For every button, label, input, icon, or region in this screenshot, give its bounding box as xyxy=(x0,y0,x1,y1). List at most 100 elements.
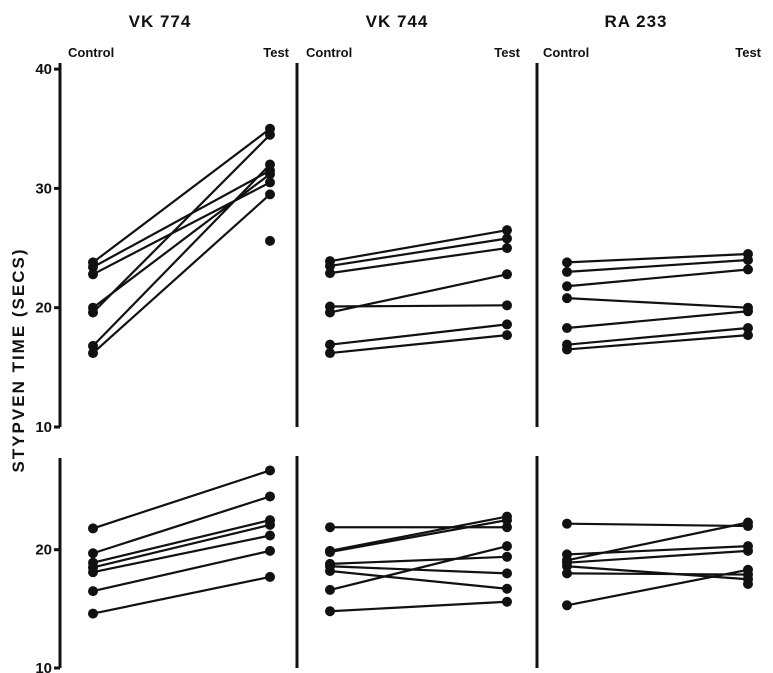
control-point-1-2 xyxy=(325,268,335,279)
subject-line-4-6 xyxy=(329,545,508,591)
control-point-0-6 xyxy=(88,348,98,359)
subject-line-4-7 xyxy=(329,600,508,613)
y-tick-label-upper-40: 40 xyxy=(35,61,52,78)
subject-line-5-4 xyxy=(566,565,749,581)
test-point-1-3 xyxy=(502,300,512,311)
subject-line-3-5 xyxy=(92,549,271,593)
subject-line-1-2 xyxy=(329,246,508,275)
test-point-1-0 xyxy=(502,225,512,236)
subject-line-1-1 xyxy=(329,237,508,268)
control-label-3: Control xyxy=(543,45,589,60)
control-point-4-2 xyxy=(325,547,335,558)
control-point-4-7 xyxy=(325,606,335,617)
test-point-5-6 xyxy=(743,564,753,575)
control-point-0-1 xyxy=(88,262,98,273)
control-label-2: Control xyxy=(306,45,352,60)
panel-title-ra233: RA 233 xyxy=(604,12,667,31)
control-point-0-2 xyxy=(88,269,98,280)
control-point-1-1 xyxy=(325,260,335,271)
subject-line-3-6 xyxy=(92,575,271,615)
test-point-5-2 xyxy=(743,517,753,528)
subject-line-0-1 xyxy=(92,169,271,269)
subject-line-2-4 xyxy=(566,310,749,330)
control-point-5-6 xyxy=(562,600,572,611)
test-point-2-1 xyxy=(743,254,753,265)
test-point-0-5 xyxy=(265,159,275,170)
subject-line-1-6 xyxy=(329,334,508,355)
test-point-0-3 xyxy=(265,169,275,180)
test-point-5-3 xyxy=(743,545,753,556)
subject-line-3-0 xyxy=(92,469,271,530)
subject-line-0-2 xyxy=(92,181,271,276)
y-tick-label-upper-30: 30 xyxy=(35,180,52,197)
control-point-2-3 xyxy=(562,293,572,304)
subject-line-2-0 xyxy=(566,252,749,264)
subject-line-1-4 xyxy=(329,273,508,314)
subject-line-5-0 xyxy=(566,522,749,528)
panel-title-vk774: VK 774 xyxy=(129,12,192,31)
y-tick-label-upper-20: 20 xyxy=(35,300,52,317)
test-point-4-6 xyxy=(502,541,512,552)
subject-line-5-2 xyxy=(566,521,749,562)
control-point-3-5 xyxy=(88,586,98,597)
test-point-2-5 xyxy=(743,322,753,333)
subject-line-2-6 xyxy=(566,334,749,351)
test-point-0-4 xyxy=(265,129,275,140)
y-axis-title: STYPVEN TIME (SECS) xyxy=(9,247,28,472)
subject-line-5-5 xyxy=(566,572,749,576)
test-point-1-1 xyxy=(502,233,512,244)
subject-line-5-3 xyxy=(566,549,749,564)
test-point-3-0 xyxy=(265,465,275,476)
control-point-2-2 xyxy=(562,281,572,292)
y-tick-label-lower-10: 10 xyxy=(35,660,52,673)
chart-marks: 10 20 30 40 10 20 xyxy=(35,61,753,673)
control-point-4-0 xyxy=(325,522,335,533)
control-point-2-1 xyxy=(562,266,572,277)
control-point-0-4 xyxy=(88,307,98,318)
control-point-5-4 xyxy=(562,561,572,572)
y-tick-label-lower-20: 20 xyxy=(35,542,52,559)
subject-line-1-5 xyxy=(329,323,508,346)
control-point-3-1 xyxy=(88,548,98,559)
control-point-5-5 xyxy=(562,568,572,579)
subject-line-3-3 xyxy=(92,523,271,569)
subject-line-3-1 xyxy=(92,495,271,555)
control-point-1-5 xyxy=(325,339,335,350)
test-point-3-1 xyxy=(265,491,275,502)
subject-line-4-3 xyxy=(329,555,508,565)
test-label-2: Test xyxy=(494,45,520,60)
control-point-2-4 xyxy=(562,322,572,333)
test-point-2-4 xyxy=(743,306,753,317)
test-point-3-5 xyxy=(265,545,275,556)
test-point-3-4 xyxy=(265,530,275,541)
subject-line-1-0 xyxy=(329,229,508,263)
control-point-3-0 xyxy=(88,523,98,534)
control-point-4-5 xyxy=(325,565,335,576)
control-point-2-0 xyxy=(562,257,572,268)
subject-line-0-4 xyxy=(92,133,271,314)
subject-line-5-6 xyxy=(566,568,749,607)
control-point-3-4 xyxy=(88,567,98,578)
subject-line-4-1 xyxy=(329,515,508,552)
test-point-5-7 xyxy=(743,579,753,590)
control-point-4-6 xyxy=(325,584,335,595)
subject-line-0-6 xyxy=(92,193,271,354)
control-point-5-0 xyxy=(562,518,572,529)
test-point-4-7 xyxy=(502,596,512,607)
test-point-1-4 xyxy=(502,269,512,280)
test-label-1: Test xyxy=(263,45,289,60)
test-point-4-2 xyxy=(502,515,512,526)
subject-line-2-5 xyxy=(566,326,749,346)
control-point-2-6 xyxy=(562,344,572,355)
subject-line-4-2 xyxy=(329,519,508,554)
test-point-1-5 xyxy=(502,319,512,330)
subject-line-0-3 xyxy=(92,173,271,309)
subject-line-3-2 xyxy=(92,519,271,564)
test-point-4-3 xyxy=(502,551,512,562)
test-point-0-6 xyxy=(265,189,275,200)
test-label-3: Test xyxy=(735,45,761,60)
test-point-3-3 xyxy=(265,519,275,530)
subject-line-0-5 xyxy=(92,163,271,347)
subject-line-4-4 xyxy=(329,565,508,575)
